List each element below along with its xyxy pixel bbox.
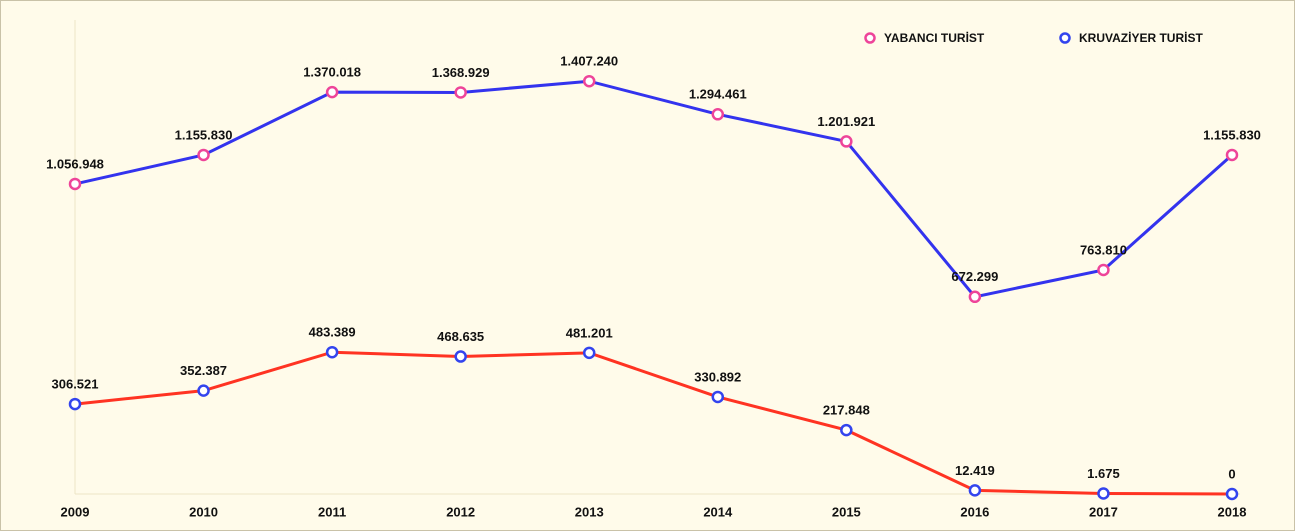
- data-label: 306.521: [52, 377, 99, 392]
- point-marker: [1097, 263, 1110, 277]
- point-marker: [840, 423, 853, 437]
- point-marker: [1225, 148, 1239, 162]
- legend-marker: [864, 32, 876, 44]
- data-label: 352.387: [180, 363, 227, 378]
- point-marker: [454, 86, 467, 99]
- point-marker: [1225, 487, 1239, 501]
- point-marker: [968, 484, 982, 497]
- point-marker: [711, 108, 725, 121]
- data-label: 1.201.921: [817, 114, 875, 129]
- legend-label: KRUVAZİYER TURİST: [1079, 30, 1203, 45]
- data-label: 1.056.948: [46, 156, 104, 171]
- data-label: 217.848: [823, 403, 870, 418]
- x-tick-label: 2014: [703, 504, 733, 519]
- point-marker: [968, 290, 982, 304]
- point-marker: [840, 135, 853, 148]
- data-label: 1.675: [1087, 466, 1120, 481]
- point-marker: [582, 346, 596, 360]
- point-marker: [454, 350, 467, 363]
- series-line: [74, 79, 1234, 299]
- data-label: 12.419: [955, 463, 995, 478]
- data-label: 1.155.830: [1203, 127, 1261, 142]
- data-label: 483.389: [309, 325, 356, 340]
- point-marker: [1097, 487, 1110, 500]
- series-line: [74, 350, 1233, 496]
- x-tick-label: 2017: [1089, 504, 1118, 519]
- data-label: 672.299: [951, 269, 998, 284]
- point-marker: [197, 148, 210, 162]
- point-marker: [68, 397, 82, 411]
- data-label: 0: [1228, 466, 1235, 481]
- point-marker: [68, 177, 82, 191]
- data-label: 468.635: [437, 329, 484, 344]
- point-marker: [325, 345, 339, 359]
- x-tick-label: 2011: [318, 504, 346, 519]
- point-marker: [325, 85, 339, 99]
- data-label: 763.810: [1080, 242, 1127, 257]
- data-label: 1.155.830: [175, 127, 233, 142]
- point-marker: [197, 384, 210, 397]
- data-label: 1.294.461: [689, 87, 747, 102]
- data-label: 330.892: [694, 369, 741, 384]
- data-label: 1.368.929: [432, 65, 490, 80]
- x-tick-label: 2015: [832, 504, 861, 519]
- legend-marker: [1059, 32, 1071, 44]
- data-label: 481.201: [566, 325, 613, 340]
- data-label: 1.370.018: [303, 65, 361, 80]
- x-tick-label: 2018: [1218, 504, 1247, 519]
- x-tick-label: 2009: [61, 504, 90, 519]
- data-label: 1.407.240: [560, 54, 618, 69]
- legend-label: YABANCI TURİST: [884, 30, 985, 45]
- point-marker: [582, 74, 596, 88]
- x-tick-label: 2013: [575, 504, 604, 519]
- point-marker: [711, 390, 725, 404]
- x-tick-label: 2010: [189, 504, 218, 519]
- x-tick-label: 2016: [960, 504, 989, 519]
- x-tick-label: 2012: [446, 504, 475, 519]
